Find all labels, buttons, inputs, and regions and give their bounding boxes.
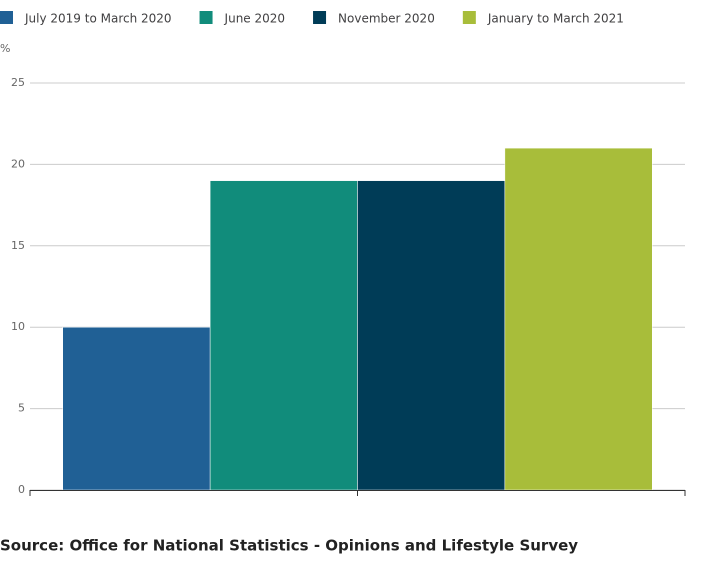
y-tick-label: 15 — [11, 239, 25, 252]
bar — [209, 180, 358, 491]
legend-label: June 2020 — [224, 12, 286, 26]
y-tick-label: 0 — [18, 483, 25, 496]
legend-label: November 2020 — [338, 12, 435, 26]
y-tick-label: 5 — [18, 402, 25, 415]
y-tick-label: 10 — [11, 320, 25, 333]
y-tick-label: 20 — [11, 157, 25, 170]
y-tick-label: 25 — [11, 76, 25, 89]
bar — [357, 180, 506, 491]
bar — [504, 147, 653, 491]
legend-swatch — [199, 11, 213, 24]
y-axis-label: % — [0, 42, 10, 55]
bar — [62, 326, 211, 491]
legend-label: January to March 2021 — [487, 12, 624, 26]
legend-label: July 2019 to March 2020 — [24, 12, 172, 26]
legend-swatch — [0, 11, 13, 24]
source: Source: Office for National Statistics -… — [0, 537, 578, 555]
legend-swatch — [462, 11, 476, 24]
legend-swatch — [313, 11, 327, 24]
